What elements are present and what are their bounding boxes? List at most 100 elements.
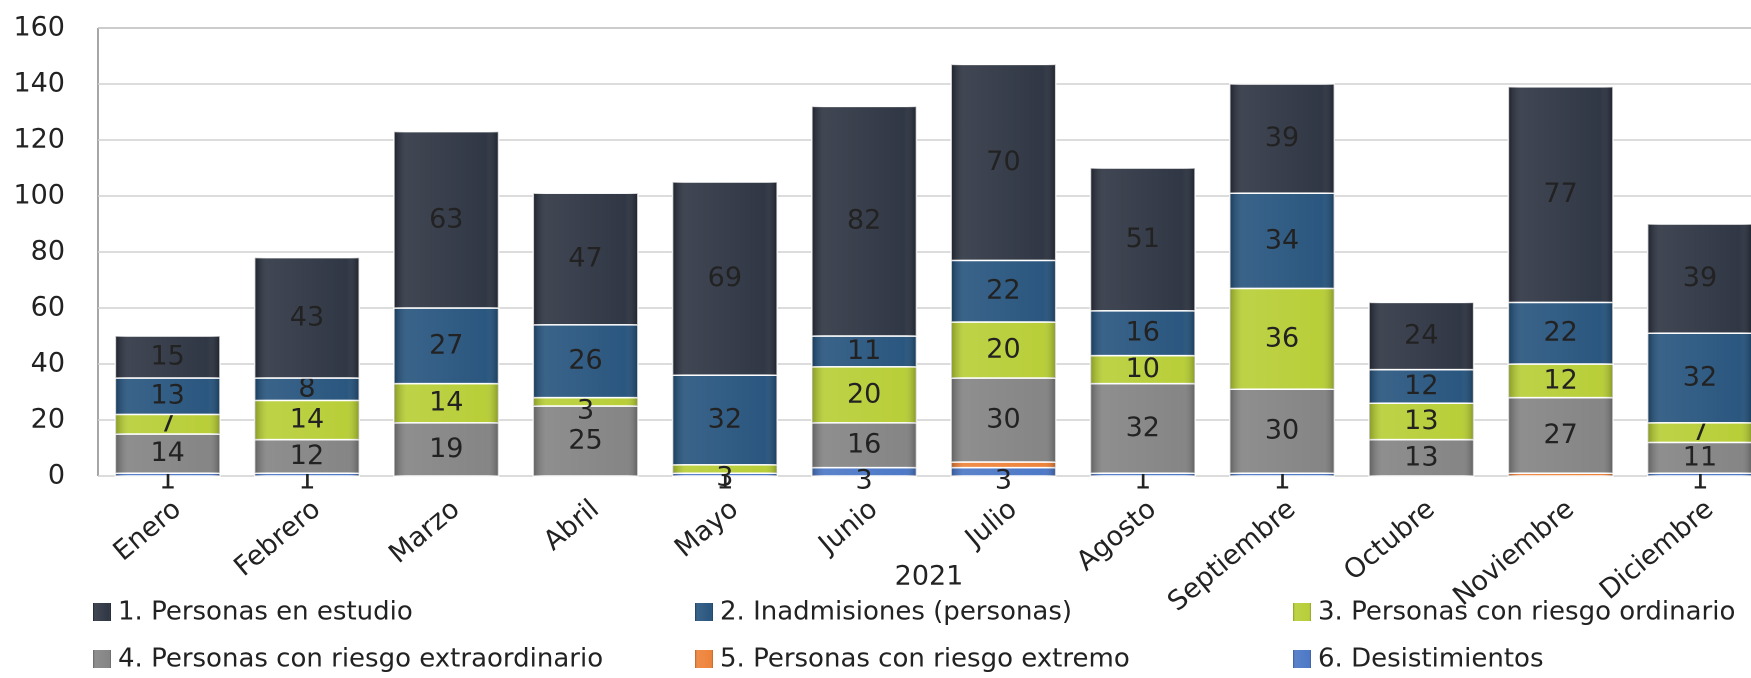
data-label: 32 xyxy=(1683,362,1717,393)
data-label: 30 xyxy=(986,404,1020,435)
x-tick-label: Noviembre xyxy=(1447,493,1580,611)
data-label: 16 xyxy=(847,429,881,460)
bar-shade xyxy=(672,375,778,465)
x-tick-label: Abril xyxy=(538,493,605,556)
data-label: 22 xyxy=(1543,317,1577,348)
data-label: 15 xyxy=(150,341,184,372)
bar-shade xyxy=(1229,288,1335,390)
data-label: 39 xyxy=(1683,262,1717,293)
bar-shade xyxy=(1229,473,1335,476)
bar-shade xyxy=(1647,422,1751,443)
data-label: 7 xyxy=(1691,416,1708,447)
y-tick-label: 80 xyxy=(31,236,65,267)
bar-shade xyxy=(394,422,499,476)
bar-shade xyxy=(115,434,220,474)
bar-shade xyxy=(1647,333,1751,423)
y-tick-label: 20 xyxy=(31,404,65,435)
bar-shade xyxy=(811,422,917,468)
data-label: 16 xyxy=(1126,317,1160,348)
legend-swatch-shade xyxy=(1293,650,1311,668)
y-tick-label: 40 xyxy=(31,348,65,379)
data-label: 12 xyxy=(290,440,324,471)
bar-shade xyxy=(1647,442,1751,474)
data-label: 12 xyxy=(1543,364,1577,395)
data-label: 63 xyxy=(429,203,463,234)
data-label: 11 xyxy=(847,335,881,366)
data-label: 10 xyxy=(1126,353,1160,384)
bar-shade xyxy=(1369,439,1474,476)
data-label: 36 xyxy=(1265,322,1299,353)
bar-shade xyxy=(533,406,638,476)
x-tick-label: Enero xyxy=(107,493,187,567)
bar-shade xyxy=(1229,193,1335,289)
data-label: 32 xyxy=(1126,412,1160,443)
data-label: 14 xyxy=(290,404,324,435)
y-tick-label: 100 xyxy=(13,180,65,211)
bar-shade xyxy=(1647,224,1751,334)
data-label: 20 xyxy=(847,378,881,409)
bar-shade xyxy=(1647,473,1751,476)
x-tick-label: Mayo xyxy=(669,493,744,563)
bar-shade xyxy=(951,64,1056,261)
data-label: 19 xyxy=(429,433,463,464)
data-label: 34 xyxy=(1265,224,1299,255)
legend-label: 2. Inadmisiones (personas) xyxy=(720,597,1072,627)
y-tick-label: 160 xyxy=(13,12,65,43)
bar-shade xyxy=(1508,473,1613,476)
legend-label: 4. Personas con riesgo extraordinario xyxy=(118,644,603,674)
data-label: 12 xyxy=(1404,370,1438,401)
data-label: 13 xyxy=(1404,441,1438,472)
bar-shade xyxy=(1508,364,1613,398)
x-tick-label: Febrero xyxy=(228,493,326,582)
y-tick-label: 60 xyxy=(31,292,65,323)
bar-shade xyxy=(254,439,360,474)
y-tick-label: 140 xyxy=(13,68,65,99)
bar-shade xyxy=(1508,86,1613,303)
legend-swatch-shade xyxy=(1293,603,1311,621)
x-tick-label: Septiembre xyxy=(1162,493,1302,617)
data-label: 32 xyxy=(708,404,742,435)
legend-swatch-shade xyxy=(695,650,713,668)
data-label: 39 xyxy=(1265,122,1299,153)
bar-shade xyxy=(1508,302,1613,364)
legend-label: 1. Personas en estudio xyxy=(118,597,413,627)
bar-shade xyxy=(951,462,1056,468)
data-label: 8 xyxy=(298,373,315,404)
x-tick-label: Diciembre xyxy=(1594,493,1719,605)
bar-shade xyxy=(115,414,220,434)
data-label: 11 xyxy=(1683,441,1717,472)
data-label: 27 xyxy=(429,329,463,360)
data-label: 24 xyxy=(1404,320,1438,351)
data-label: 47 xyxy=(568,243,602,274)
data-label: 82 xyxy=(847,205,881,236)
data-label: 20 xyxy=(986,334,1020,365)
y-tick-label: 0 xyxy=(48,460,65,491)
bar-shade xyxy=(533,397,638,406)
bar-shade xyxy=(951,467,1056,476)
legend-label: 5. Personas con riesgo extremo xyxy=(720,644,1130,674)
data-label: 43 xyxy=(290,301,324,332)
x-tick-label: Agosto xyxy=(1071,493,1162,577)
data-label: 3 xyxy=(995,465,1012,496)
bar-shade xyxy=(1090,383,1195,474)
bar-shade xyxy=(672,182,778,376)
x-axis-label: 2021 xyxy=(895,561,964,592)
bar-shade xyxy=(1508,397,1613,474)
x-tick-label: Julio xyxy=(958,493,1023,554)
x-tick-label: Marzo xyxy=(383,493,465,569)
bar-shade xyxy=(115,473,220,476)
bar-shade xyxy=(811,467,917,476)
data-label: 22 xyxy=(986,275,1020,306)
bar-shade xyxy=(1229,389,1335,474)
data-label: 13 xyxy=(150,380,184,411)
legend-label: 3. Personas con riesgo ordinario xyxy=(1318,597,1735,627)
data-label: 77 xyxy=(1543,178,1577,209)
data-label: 7 xyxy=(159,408,176,439)
bar-shade xyxy=(672,473,778,476)
bar-shade xyxy=(115,378,220,415)
bar-shade xyxy=(1369,302,1474,370)
legend-label: 6. Desistimientos xyxy=(1318,644,1544,674)
data-label: 70 xyxy=(986,146,1020,177)
data-label: 30 xyxy=(1265,415,1299,446)
data-label: 3 xyxy=(856,465,873,496)
